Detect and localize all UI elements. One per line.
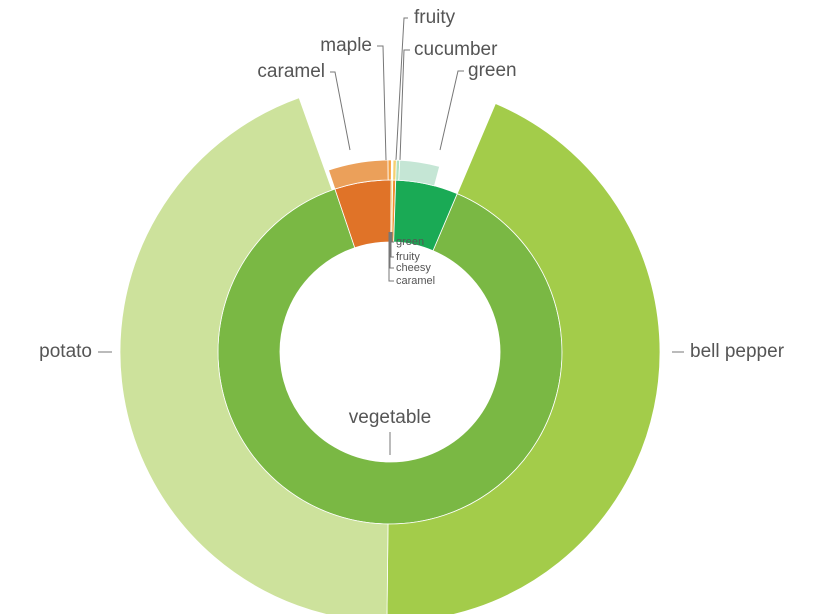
- inner-label: vegetable: [349, 407, 431, 428]
- outer-segment: [386, 102, 661, 614]
- leader-line: [390, 232, 394, 258]
- inner-label: fruity: [396, 251, 420, 263]
- leader-line: [377, 45, 387, 161]
- inner-label: green: [396, 236, 424, 248]
- leader-line: [388, 232, 394, 282]
- outer-segment: [119, 97, 389, 614]
- leader-line: [330, 71, 351, 151]
- outer-label: green: [468, 60, 517, 81]
- leader-line: [395, 17, 408, 161]
- outer-label: caramel: [257, 61, 325, 82]
- outer-label: maple: [320, 35, 372, 56]
- outer-segment: [387, 159, 392, 181]
- inner-label: caramel: [396, 275, 435, 287]
- leader-line: [389, 232, 394, 269]
- outer-label: potato: [39, 341, 92, 362]
- outer-segment: [398, 159, 441, 187]
- leader-line: [399, 49, 410, 161]
- outer-label: fruity: [414, 7, 456, 28]
- inner-label: cheesy: [396, 262, 431, 274]
- outer-label: cucumber: [414, 39, 498, 60]
- leader-line: [391, 232, 394, 243]
- outer-label: bell pepper: [690, 341, 785, 362]
- leader-line: [439, 70, 464, 151]
